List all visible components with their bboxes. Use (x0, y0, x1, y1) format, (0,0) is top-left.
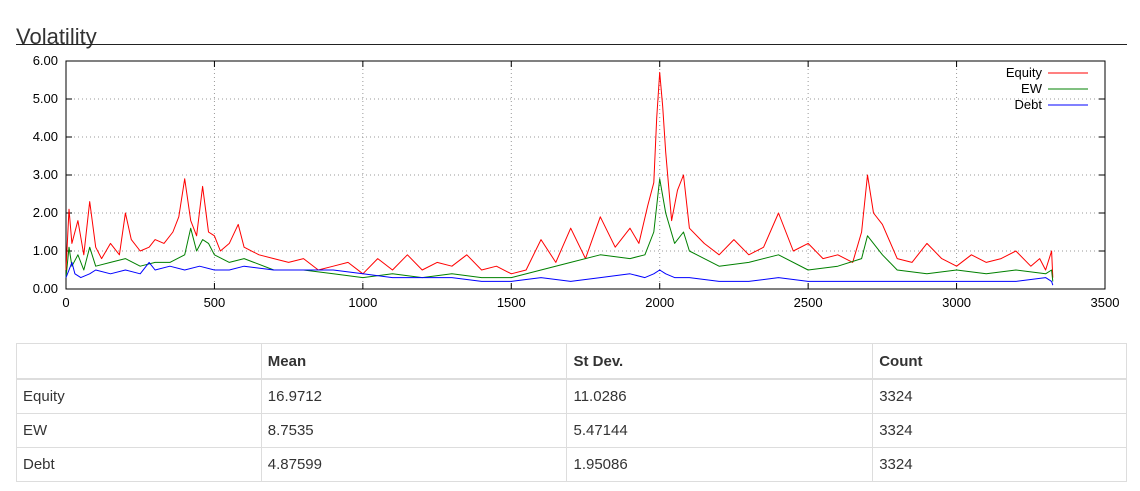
header-count: Count (872, 343, 1127, 380)
row-label: EW (16, 413, 262, 448)
x-tick-label: 3500 (1091, 295, 1120, 310)
mean-cell: 8.7535 (260, 413, 568, 448)
table-header-row: Mean St Dev. Count (16, 343, 1127, 380)
count-cell: 3324 (872, 413, 1127, 448)
x-tick-label: 3000 (942, 295, 971, 310)
table-row: Equity 16.9712 11.0286 3324 (16, 378, 1127, 414)
row-label: Debt (16, 447, 262, 482)
y-tick-label: 2.00 (33, 205, 58, 220)
header-stdev: St Dev. (566, 343, 874, 380)
page-title: Volatility (16, 24, 97, 50)
y-tick-label: 1.00 (33, 243, 58, 258)
x-tick-label: 2500 (794, 295, 823, 310)
statistics-table: Mean St Dev. Count Equity 16.9712 11.028… (16, 343, 1127, 482)
series-line-ew (65, 178, 1054, 282)
header-mean: Mean (260, 343, 568, 380)
series-line-debt (65, 261, 1054, 286)
x-tick-label: 0 (62, 295, 69, 310)
chart-axes: 0 500 1000 1500 2000 2500 3000 3500 0.00 1.00 2.00… (33, 53, 1120, 310)
header-empty (16, 343, 262, 380)
mean-cell: 4.87599 (260, 447, 568, 482)
stdev-cell: 1.95086 (566, 447, 874, 482)
plot-area (66, 61, 1105, 289)
legend-label-equity: Equity (1006, 65, 1043, 80)
legend-label-ew: EW (1021, 81, 1043, 96)
series-line-equity (65, 71, 1054, 278)
volatility-line-chart: 0 500 1000 1500 2000 2500 3000 3500 0.00 1.00 2.00… (33, 53, 1120, 310)
y-tick-label: 6.00 (33, 53, 58, 68)
y-tick-label: 5.00 (33, 91, 58, 106)
legend-label-debt: Debt (1015, 97, 1043, 112)
table-row: EW 8.7535 5.47144 3324 (16, 413, 1127, 448)
table-row: Debt 4.87599 1.95086 3324 (16, 447, 1127, 482)
mean-cell: 16.9712 (260, 378, 568, 414)
y-tick-label: 3.00 (33, 167, 58, 182)
stdev-cell: 11.0286 (566, 378, 874, 414)
x-tick-label: 500 (204, 295, 226, 310)
x-tick-label: 2000 (645, 295, 674, 310)
count-cell: 3324 (872, 378, 1127, 414)
title-divider (16, 44, 1127, 45)
count-cell: 3324 (872, 447, 1127, 482)
y-tick-label: 0.00 (33, 281, 58, 296)
chart-series (65, 71, 1054, 286)
row-label: Equity (16, 378, 262, 414)
stdev-cell: 5.47144 (566, 413, 874, 448)
chart-grid (66, 61, 1105, 289)
y-tick-label: 4.00 (33, 129, 58, 144)
x-tick-label: 1000 (348, 295, 377, 310)
x-tick-label: 1500 (497, 295, 526, 310)
